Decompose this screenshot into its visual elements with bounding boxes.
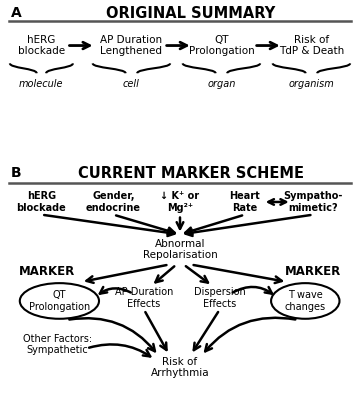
Text: AP Duration
Lengthened: AP Duration Lengthened: [100, 35, 162, 56]
Text: hERG
blockade: hERG blockade: [17, 191, 66, 213]
Ellipse shape: [20, 283, 99, 319]
Text: ↓ K⁺ or
Mg²⁺: ↓ K⁺ or Mg²⁺: [161, 191, 199, 213]
Text: A: A: [11, 6, 22, 20]
Text: MARKER: MARKER: [285, 265, 341, 278]
Text: AP Duration
Effects: AP Duration Effects: [115, 287, 173, 308]
Text: Risk of
Arrhythmia: Risk of Arrhythmia: [151, 357, 209, 378]
Text: CURRENT MARKER SCHEME: CURRENT MARKER SCHEME: [78, 166, 304, 181]
Text: Gender,
endocrine: Gender, endocrine: [86, 191, 141, 213]
Text: Risk of
TdP & Death: Risk of TdP & Death: [279, 35, 344, 56]
Text: molecule: molecule: [19, 79, 64, 89]
Text: Dispersion
Effects: Dispersion Effects: [194, 287, 246, 308]
Text: B: B: [11, 166, 22, 179]
Text: Abnormal
Repolarisation: Abnormal Repolarisation: [143, 239, 217, 260]
Text: QT
Prolongation: QT Prolongation: [29, 290, 90, 312]
Text: Other Factors:
Sympathetic: Other Factors: Sympathetic: [23, 334, 92, 355]
Text: cell: cell: [123, 79, 140, 89]
Text: hERG
blockade: hERG blockade: [18, 35, 65, 56]
Ellipse shape: [271, 283, 339, 319]
Text: QT
Prolongation: QT Prolongation: [189, 35, 254, 56]
Text: organism: organism: [288, 79, 334, 89]
Text: MARKER: MARKER: [19, 265, 75, 278]
Text: ORIGINAL SUMMARY: ORIGINAL SUMMARY: [106, 6, 275, 21]
Text: Heart
Rate: Heart Rate: [229, 191, 260, 213]
Text: Sympatho-
mimetic?: Sympatho- mimetic?: [284, 191, 343, 213]
Text: T wave
changes: T wave changes: [285, 290, 326, 312]
Text: organ: organ: [207, 79, 235, 89]
